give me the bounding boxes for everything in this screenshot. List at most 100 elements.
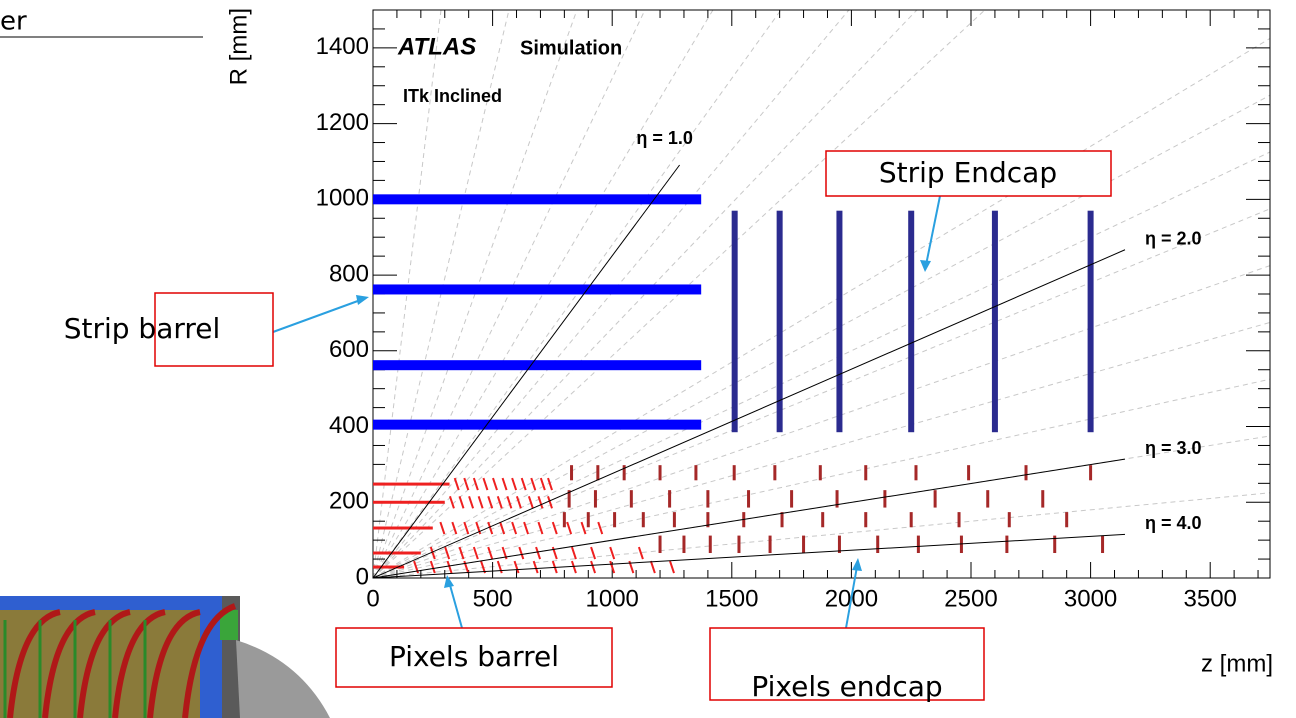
eta-line xyxy=(373,165,680,578)
pixel-endcap-ring xyxy=(1005,536,1008,553)
strip-barrel-layer xyxy=(373,420,701,430)
y-tick-label: 1400 xyxy=(316,33,369,60)
pixel-endcap-ring xyxy=(802,536,805,553)
pixel-barrel-inclined xyxy=(529,496,533,508)
pixel-barrel-inclined xyxy=(572,561,576,573)
pixel-barrel-inclined xyxy=(538,522,542,534)
strip-endcap-disk xyxy=(777,211,783,433)
pixel-barrel-inclined xyxy=(503,478,507,490)
pixel-endcap-ring xyxy=(642,512,645,527)
pixel-barrel-inclined xyxy=(548,478,552,490)
detector-image xyxy=(0,596,330,718)
y-tick-label: 1200 xyxy=(316,109,369,136)
y-tick-label: 600 xyxy=(329,336,369,363)
strip-endcap-disk xyxy=(836,211,842,433)
pixel-barrel-inclined xyxy=(479,496,483,508)
pixel-barrel-inclined xyxy=(639,547,643,559)
pixel-barrel-inclined xyxy=(591,561,595,573)
strip-endcap-disk xyxy=(992,211,998,433)
callout-label: Strip Endcap xyxy=(879,156,1057,189)
page: { "header_fragment": "er", "chart_data":… xyxy=(0,0,1296,718)
strip-barrel-layer xyxy=(373,360,701,370)
pixel-barrel-inclined xyxy=(670,561,674,573)
pixel-endcap-ring xyxy=(706,490,709,507)
x-tick-label: 500 xyxy=(473,585,513,612)
callout-arrowhead xyxy=(852,558,862,571)
strip-endcap-disk xyxy=(1088,211,1094,433)
pixel-endcap-ring xyxy=(773,465,776,480)
pixel-endcap-ring xyxy=(659,465,662,480)
pixel-barrel-flat xyxy=(373,483,450,486)
pixel-barrel-inclined xyxy=(493,478,497,490)
pixel-endcap-ring xyxy=(821,512,824,527)
experiment-label: ATLAS xyxy=(397,33,476,60)
pixel-endcap-ring xyxy=(570,465,573,480)
pixel-barrel-inclined xyxy=(488,496,492,508)
pixel-endcap-ring xyxy=(694,465,697,480)
callout-label: Pixels endcap xyxy=(751,670,942,703)
pixel-endcap-ring xyxy=(1025,465,1028,480)
pixel-barrel-flat xyxy=(373,552,421,555)
eta-label: η = 2.0 xyxy=(1145,229,1202,249)
pixel-endcap-ring xyxy=(986,490,989,507)
strip-barrel-layer xyxy=(373,284,701,294)
pixel-barrel-inclined xyxy=(455,478,459,490)
chart: er 0500100015002000250030003500020040060… xyxy=(0,0,1296,718)
x-tick-label: 1500 xyxy=(705,585,758,612)
pixel-barrel-inclined xyxy=(507,496,511,508)
pixel-endcap-ring xyxy=(958,512,961,527)
x-tick-label: 3500 xyxy=(1184,585,1237,612)
pixel-barrel-inclined xyxy=(431,561,435,573)
pixel-barrel-inclined xyxy=(488,522,492,534)
callout-label: Strip barrel xyxy=(64,312,221,345)
pixel-barrel-inclined xyxy=(517,496,521,508)
pixel-barrel-inclined xyxy=(581,522,585,534)
callout-label: Pixels barrel xyxy=(389,640,559,673)
pixel-barrel-inclined xyxy=(483,478,487,490)
x-tick-label: 3000 xyxy=(1064,585,1117,612)
pixel-barrel-inclined xyxy=(610,547,614,559)
eta-line xyxy=(373,459,1125,578)
pixel-endcap-ring xyxy=(563,512,566,527)
pixel-endcap-ring xyxy=(630,490,633,507)
pixel-barrel-inclined xyxy=(553,522,557,534)
pixel-endcap-ring xyxy=(668,490,671,507)
pixel-endcap-ring xyxy=(876,536,879,553)
pixel-endcap-ring xyxy=(1041,490,1044,507)
pixel-barrel-inclined xyxy=(536,547,540,559)
pixel-endcap-ring xyxy=(709,536,712,553)
pixel-endcap-ring xyxy=(594,490,597,507)
y-tick-label: 0 xyxy=(356,563,369,590)
pixel-endcap-ring xyxy=(733,465,736,480)
pixel-barrel-inclined xyxy=(572,547,576,559)
pixel-barrel-inclined xyxy=(567,522,571,534)
pixel-endcap-ring xyxy=(682,536,685,553)
pixel-barrel-inclined xyxy=(464,522,468,534)
pixel-barrel-flat xyxy=(373,527,433,530)
pixel-endcap-ring xyxy=(781,512,784,527)
pixel-endcap-ring xyxy=(596,465,599,480)
pixel-endcap-ring xyxy=(967,465,970,480)
pixel-endcap-ring xyxy=(1089,465,1092,480)
x-axis-label: z [mm] xyxy=(1201,650,1273,677)
pixel-endcap-ring xyxy=(914,465,917,480)
x-tick-label: 1000 xyxy=(586,585,639,612)
pixel-endcap-ring xyxy=(1101,536,1104,553)
callout-arrow xyxy=(925,196,940,270)
pixel-endcap-ring xyxy=(1008,512,1011,527)
pixel-endcap-ring xyxy=(910,512,913,527)
strip-endcap-disk xyxy=(732,211,738,433)
pixel-endcap-ring xyxy=(747,490,750,507)
eta-label: η = 1.0 xyxy=(636,128,693,148)
header-fragment: er xyxy=(0,7,27,37)
callout-arrowhead xyxy=(920,260,931,272)
y-tick-label: 1000 xyxy=(316,185,369,212)
y-tick-label: 200 xyxy=(329,488,369,515)
pixel-endcap-ring xyxy=(587,512,590,527)
y-tick-label: 800 xyxy=(329,260,369,287)
eta-label: η = 3.0 xyxy=(1145,438,1202,458)
pixel-barrel-inclined xyxy=(440,522,444,534)
pixel-endcap-ring xyxy=(673,512,676,527)
pixel-barrel-inclined xyxy=(469,496,473,508)
pixel-endcap-ring xyxy=(769,536,772,553)
